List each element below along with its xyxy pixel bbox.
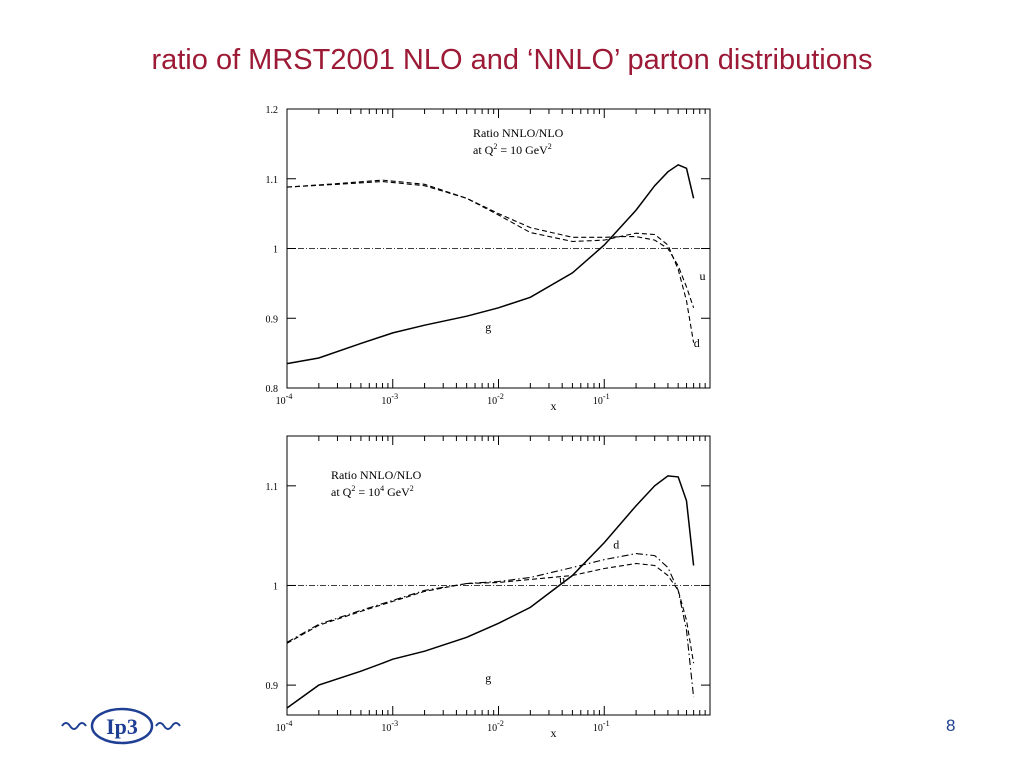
logo-wave-right-icon xyxy=(155,722,181,730)
logo-text: Ip3 xyxy=(106,714,138,739)
panel1-x-tick-exponent: -2 xyxy=(497,392,504,401)
panel1-y-tick-label: 1.1 xyxy=(266,175,279,186)
panel1-x-tick-base: 10 xyxy=(381,396,391,407)
panel2-subtitle-superscript: 4 xyxy=(380,484,384,493)
panel2-x-tick-exponent: -2 xyxy=(497,719,504,728)
panel1-curve-label-d: d xyxy=(694,336,700,350)
slide-title: ratio of MRST2001 NLO and ‘NNLO’ parton … xyxy=(151,44,873,76)
panel1-y-tick-label: 0.8 xyxy=(266,384,279,395)
panel2-x-tick-base: 10 xyxy=(276,723,286,734)
panel2-chart-subtitle: at Q2 = 104 GeV2 xyxy=(331,484,414,499)
panel1-curve-label-u: u xyxy=(700,269,706,283)
panel1-subtitle-superscript: 2 xyxy=(548,142,552,151)
panel2-x-tick-label: 10-2 xyxy=(487,719,504,734)
panel2-subtitle-superscript: 2 xyxy=(410,484,414,493)
panel2-x-tick-exponent: -4 xyxy=(286,719,293,728)
panel2-x-tick-label: 10-1 xyxy=(593,719,610,734)
panel2-x-tick-base: 10 xyxy=(593,723,603,734)
slide-number: 8 xyxy=(946,716,956,735)
panel2-y-tick-label: 1.1 xyxy=(266,482,279,493)
panel2-curve-label-g: g xyxy=(485,671,491,685)
logo-wave-left-icon xyxy=(61,722,87,730)
panel2-subtitle-text: GeV xyxy=(384,485,410,499)
panel1-subtitle-superscript: 2 xyxy=(493,142,497,151)
panel1-subtitle-text: at Q xyxy=(473,143,494,157)
panel1-y-tick-label: 1.2 xyxy=(266,105,279,116)
panel1-series-d xyxy=(286,179,695,343)
panel2-subtitle-superscript: 2 xyxy=(351,484,355,493)
panel2-x-tick-base: 10 xyxy=(381,723,391,734)
panel2-x-tick-label: 10-4 xyxy=(276,719,293,734)
panel1-series-u xyxy=(286,180,695,308)
panel1-y-tick-label: 0.9 xyxy=(266,314,279,325)
panel1-x-tick-exponent: -4 xyxy=(286,392,293,401)
panel2-subtitle-text: = 10 xyxy=(355,485,380,499)
panel1-subtitle-text: = 10 GeV xyxy=(497,143,548,157)
panel1-x-tick-base: 10 xyxy=(276,396,286,407)
panel1-curve-label-g: g xyxy=(485,320,491,334)
panel2-y-tick-label: 0.9 xyxy=(266,681,279,692)
panel2-chart-title: Ratio NNLO/NLO xyxy=(331,468,422,482)
panel2-x-tick-exponent: -1 xyxy=(603,719,610,728)
panel2-curve-label-d: d xyxy=(613,538,619,552)
panel1-x-tick-exponent: -1 xyxy=(603,392,610,401)
panel2-x-tick-label: 10-3 xyxy=(381,719,398,734)
panel2-curve-label-u: u xyxy=(559,572,565,586)
panel1-x-tick-base: 10 xyxy=(487,396,497,407)
ip3-logo: Ip3 xyxy=(61,707,181,745)
panel1-y-tick-label: 1 xyxy=(273,245,278,256)
panel2-x-axis-label: x xyxy=(550,726,556,740)
panel2-subtitle-text: at Q xyxy=(331,485,352,499)
logo-oval-icon xyxy=(90,707,154,745)
panel2-series-u xyxy=(286,562,695,664)
panel1-x-tick-label: 10-2 xyxy=(487,392,504,407)
panel1-chart-title: Ratio NNLO/NLO xyxy=(473,126,564,140)
panel1-x-tick-label: 10-3 xyxy=(381,392,398,407)
panel2-series-g xyxy=(286,475,695,709)
panel1-x-tick-label: 10-1 xyxy=(593,392,610,407)
panel1-x-tick-base: 10 xyxy=(593,396,603,407)
panel2-series-d xyxy=(286,553,695,698)
panel1-x-tick-exponent: -3 xyxy=(391,392,398,401)
panel1-chart-subtitle: at Q2 = 10 GeV2 xyxy=(473,142,552,157)
panel1-x-tick-label: 10-4 xyxy=(276,392,293,407)
panel2-x-tick-exponent: -3 xyxy=(391,719,398,728)
panel1-x-axis-label: x xyxy=(550,399,556,413)
panel2-x-tick-base: 10 xyxy=(487,723,497,734)
panel1-series-g xyxy=(286,163,695,365)
panel2-y-tick-label: 1 xyxy=(273,581,278,592)
